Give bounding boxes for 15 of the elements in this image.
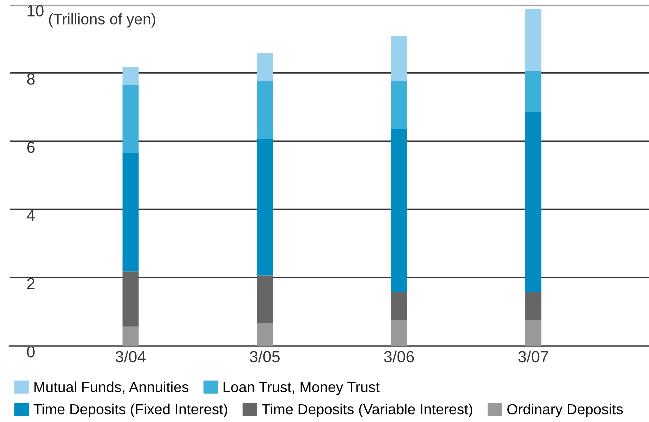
x-tick-label: 3/05	[250, 350, 280, 363]
x-tick-label: 3/07	[518, 350, 548, 363]
legend-label: Ordinary Deposits	[508, 404, 624, 418]
y-tick-label: 2	[27, 278, 35, 290]
legend-label: Mutual Funds, Annuities	[34, 382, 189, 394]
x-tick-label: 3/06	[384, 350, 414, 363]
y-tick-label: 8	[27, 74, 35, 85]
legend-label: Loan Trust, Money Trust	[224, 382, 380, 396]
legend-label: Time Deposits (Fixed Interest)	[34, 404, 228, 418]
y-tick-label: 10	[28, 5, 44, 17]
x-tick-label: 3/04	[116, 350, 146, 363]
legend-label: Time Deposits (Variable Interest)	[262, 404, 472, 418]
y-tick-label: 6	[27, 142, 35, 154]
y-axis-title: (Trillions of yen)	[49, 14, 156, 28]
y-tick-label: 4	[27, 210, 36, 222]
